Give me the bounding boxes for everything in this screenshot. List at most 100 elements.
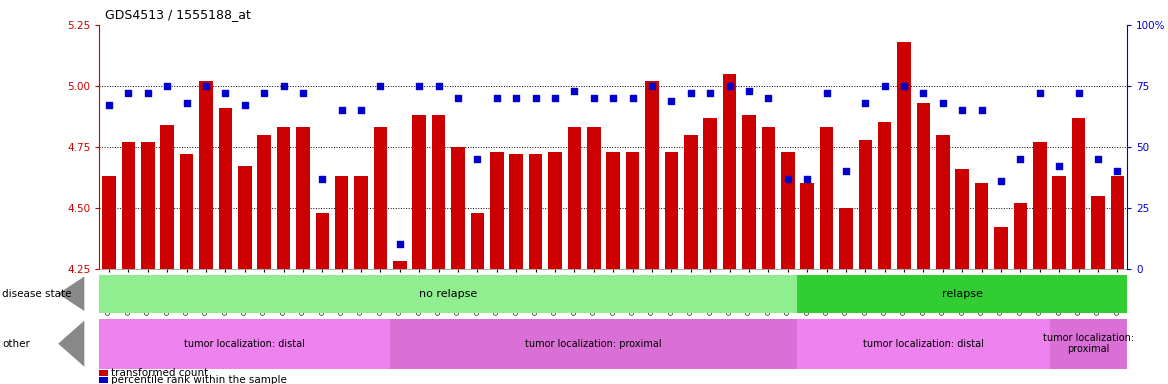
- Text: no relapse: no relapse: [419, 289, 478, 299]
- Point: [953, 107, 972, 113]
- Polygon shape: [58, 276, 84, 311]
- Bar: [588, 127, 600, 269]
- Bar: [798, 275, 1127, 313]
- Point: [313, 175, 332, 182]
- Bar: [102, 176, 116, 269]
- Bar: [858, 139, 872, 269]
- Point: [449, 95, 467, 101]
- Bar: [238, 166, 251, 269]
- Bar: [606, 152, 620, 269]
- Point: [721, 83, 739, 89]
- Point: [856, 100, 875, 106]
- Bar: [897, 42, 911, 269]
- Point: [1069, 90, 1087, 96]
- Bar: [451, 147, 465, 269]
- Bar: [374, 127, 388, 269]
- Bar: [994, 227, 1008, 269]
- Point: [158, 83, 176, 89]
- Point: [662, 98, 681, 104]
- Point: [624, 95, 642, 101]
- Bar: [491, 152, 503, 269]
- Point: [178, 100, 196, 106]
- Bar: [297, 127, 310, 269]
- Bar: [820, 127, 833, 269]
- Bar: [798, 319, 1050, 369]
- Bar: [645, 81, 659, 269]
- Bar: [1052, 176, 1066, 269]
- Point: [293, 90, 312, 96]
- Bar: [800, 184, 814, 269]
- Point: [933, 100, 952, 106]
- Point: [1030, 90, 1049, 96]
- Bar: [665, 152, 679, 269]
- Bar: [1111, 176, 1125, 269]
- Bar: [975, 184, 988, 269]
- Bar: [354, 176, 368, 269]
- Text: tumor localization: distal: tumor localization: distal: [185, 339, 305, 349]
- Bar: [742, 115, 756, 269]
- Bar: [180, 154, 194, 269]
- Bar: [432, 115, 445, 269]
- Point: [1089, 156, 1107, 162]
- Point: [255, 90, 273, 96]
- Point: [875, 83, 894, 89]
- Text: percentile rank within the sample: percentile rank within the sample: [111, 375, 287, 384]
- Bar: [315, 213, 329, 269]
- Bar: [218, 108, 232, 269]
- Point: [545, 95, 564, 101]
- Point: [778, 175, 797, 182]
- Bar: [878, 122, 891, 269]
- Text: disease state: disease state: [2, 289, 72, 299]
- Bar: [1014, 203, 1027, 269]
- Bar: [839, 208, 853, 269]
- Point: [604, 95, 623, 101]
- Bar: [723, 74, 736, 269]
- Point: [236, 103, 255, 109]
- Point: [527, 95, 545, 101]
- Point: [468, 156, 487, 162]
- Text: tumor localization:
proximal: tumor localization: proximal: [1043, 333, 1134, 354]
- Point: [216, 90, 235, 96]
- Bar: [99, 370, 107, 376]
- Point: [390, 242, 409, 248]
- Point: [565, 88, 584, 94]
- Polygon shape: [58, 321, 84, 367]
- Text: other: other: [2, 339, 30, 349]
- Point: [701, 90, 719, 96]
- Text: tumor localization: distal: tumor localization: distal: [863, 339, 983, 349]
- Point: [1011, 156, 1030, 162]
- Bar: [412, 115, 426, 269]
- Bar: [200, 81, 213, 269]
- Point: [798, 175, 816, 182]
- Point: [1050, 163, 1069, 169]
- Point: [681, 90, 700, 96]
- Bar: [121, 142, 135, 269]
- Point: [99, 103, 118, 109]
- Bar: [703, 118, 717, 269]
- Point: [119, 90, 138, 96]
- Text: relapse: relapse: [941, 289, 982, 299]
- Bar: [335, 176, 348, 269]
- Bar: [1050, 319, 1127, 369]
- Bar: [257, 135, 271, 269]
- Bar: [684, 135, 697, 269]
- Point: [1108, 168, 1127, 174]
- Text: GDS4513 / 1555188_at: GDS4513 / 1555188_at: [105, 8, 251, 21]
- Bar: [529, 154, 542, 269]
- Point: [352, 107, 370, 113]
- Bar: [955, 169, 969, 269]
- Bar: [781, 152, 794, 269]
- Bar: [471, 213, 485, 269]
- Point: [196, 83, 215, 89]
- Bar: [1072, 118, 1085, 269]
- Text: tumor localization: proximal: tumor localization: proximal: [526, 339, 662, 349]
- Point: [972, 107, 990, 113]
- Point: [333, 107, 352, 113]
- Bar: [99, 377, 107, 383]
- Bar: [1091, 196, 1105, 269]
- Bar: [509, 154, 523, 269]
- Bar: [548, 152, 562, 269]
- Bar: [141, 142, 154, 269]
- Point: [139, 90, 158, 96]
- Bar: [277, 127, 291, 269]
